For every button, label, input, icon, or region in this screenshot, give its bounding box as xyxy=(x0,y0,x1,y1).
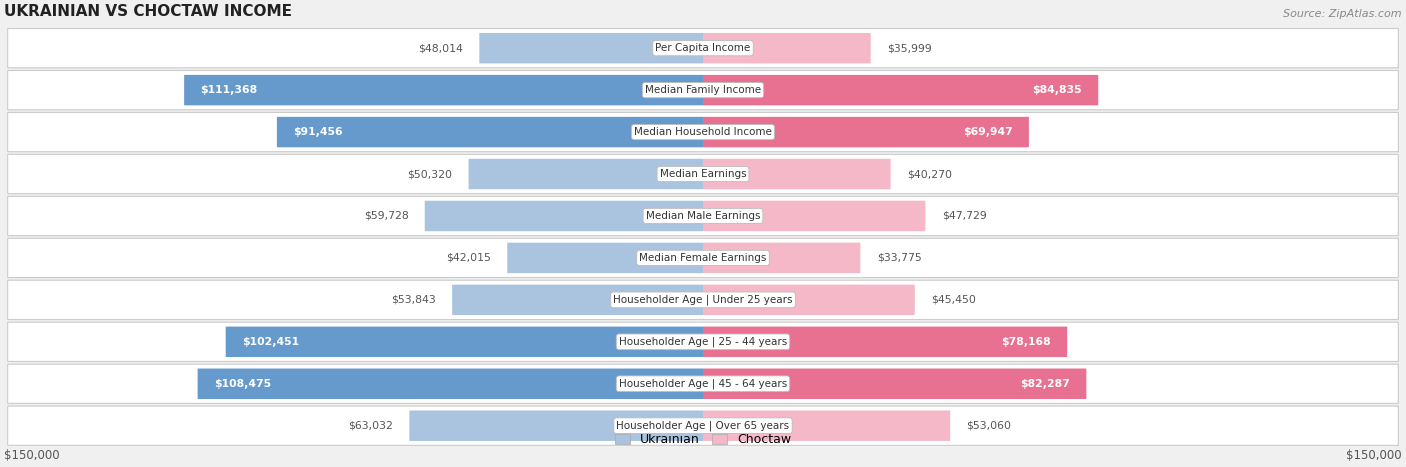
FancyBboxPatch shape xyxy=(703,117,1029,147)
Text: Householder Age | Over 65 years: Householder Age | Over 65 years xyxy=(616,420,790,431)
Text: $111,368: $111,368 xyxy=(201,85,257,95)
FancyBboxPatch shape xyxy=(703,33,870,64)
FancyBboxPatch shape xyxy=(703,201,925,231)
FancyBboxPatch shape xyxy=(468,159,703,189)
FancyBboxPatch shape xyxy=(703,285,915,315)
Text: Householder Age | Under 25 years: Householder Age | Under 25 years xyxy=(613,295,793,305)
Text: $53,843: $53,843 xyxy=(391,295,436,305)
Text: $48,014: $48,014 xyxy=(418,43,463,53)
FancyBboxPatch shape xyxy=(425,201,703,231)
FancyBboxPatch shape xyxy=(703,326,1067,357)
Text: $78,168: $78,168 xyxy=(1001,337,1050,347)
FancyBboxPatch shape xyxy=(703,410,950,441)
FancyBboxPatch shape xyxy=(453,285,703,315)
Text: $35,999: $35,999 xyxy=(887,43,932,53)
FancyBboxPatch shape xyxy=(7,113,1399,152)
FancyBboxPatch shape xyxy=(703,75,1098,106)
Text: Median Female Earnings: Median Female Earnings xyxy=(640,253,766,263)
FancyBboxPatch shape xyxy=(703,243,860,273)
Legend: Ukrainian, Choctaw: Ukrainian, Choctaw xyxy=(610,428,796,451)
Text: $69,947: $69,947 xyxy=(963,127,1012,137)
Text: $42,015: $42,015 xyxy=(446,253,491,263)
Text: $50,320: $50,320 xyxy=(408,169,453,179)
FancyBboxPatch shape xyxy=(703,368,1087,399)
Text: $84,835: $84,835 xyxy=(1032,85,1083,95)
Text: $59,728: $59,728 xyxy=(364,211,408,221)
Text: $63,032: $63,032 xyxy=(349,421,394,431)
FancyBboxPatch shape xyxy=(703,159,890,189)
FancyBboxPatch shape xyxy=(226,326,703,357)
FancyBboxPatch shape xyxy=(7,406,1399,446)
Text: $33,775: $33,775 xyxy=(877,253,921,263)
FancyBboxPatch shape xyxy=(409,410,703,441)
FancyBboxPatch shape xyxy=(7,280,1399,319)
Text: Per Capita Income: Per Capita Income xyxy=(655,43,751,53)
Text: $53,060: $53,060 xyxy=(966,421,1011,431)
FancyBboxPatch shape xyxy=(479,33,703,64)
Text: Median Male Earnings: Median Male Earnings xyxy=(645,211,761,221)
FancyBboxPatch shape xyxy=(7,196,1399,235)
Text: UKRAINIAN VS CHOCTAW INCOME: UKRAINIAN VS CHOCTAW INCOME xyxy=(4,4,292,19)
FancyBboxPatch shape xyxy=(7,71,1399,110)
Text: Median Family Income: Median Family Income xyxy=(645,85,761,95)
Text: Median Household Income: Median Household Income xyxy=(634,127,772,137)
FancyBboxPatch shape xyxy=(7,28,1399,68)
FancyBboxPatch shape xyxy=(7,364,1399,403)
Text: Source: ZipAtlas.com: Source: ZipAtlas.com xyxy=(1284,9,1402,19)
FancyBboxPatch shape xyxy=(508,243,703,273)
Text: $91,456: $91,456 xyxy=(294,127,343,137)
Text: $102,451: $102,451 xyxy=(242,337,299,347)
Text: $40,270: $40,270 xyxy=(907,169,952,179)
Text: $108,475: $108,475 xyxy=(214,379,271,389)
Text: $82,287: $82,287 xyxy=(1021,379,1070,389)
Text: $150,000: $150,000 xyxy=(1346,449,1402,462)
Text: $45,450: $45,450 xyxy=(931,295,976,305)
Text: $150,000: $150,000 xyxy=(4,449,60,462)
FancyBboxPatch shape xyxy=(277,117,703,147)
Text: Householder Age | 25 - 44 years: Householder Age | 25 - 44 years xyxy=(619,337,787,347)
Text: $47,729: $47,729 xyxy=(942,211,987,221)
Text: Median Earnings: Median Earnings xyxy=(659,169,747,179)
Text: Householder Age | 45 - 64 years: Householder Age | 45 - 64 years xyxy=(619,379,787,389)
FancyBboxPatch shape xyxy=(7,238,1399,277)
FancyBboxPatch shape xyxy=(198,368,703,399)
FancyBboxPatch shape xyxy=(184,75,703,106)
FancyBboxPatch shape xyxy=(7,155,1399,194)
FancyBboxPatch shape xyxy=(7,322,1399,361)
